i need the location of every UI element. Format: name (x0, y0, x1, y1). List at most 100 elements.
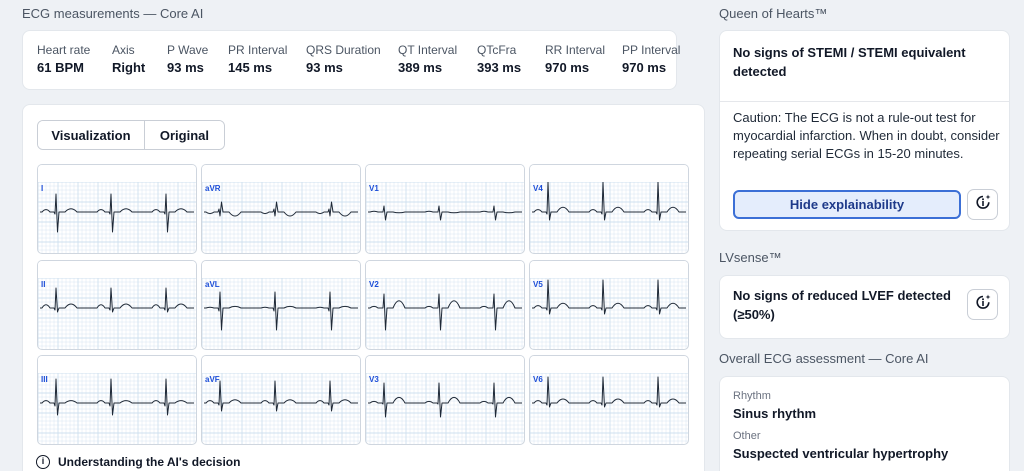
ecg-lead-header (530, 356, 688, 373)
explainability-icon (974, 193, 992, 216)
ecg-waveform-iii (38, 373, 196, 444)
lvsense-result: No signs of reduced LVEF detected (≥50%) (733, 288, 951, 322)
measurement-p-wave: P Wave 93 ms (167, 43, 208, 75)
ecg-lead-iii: III (37, 355, 197, 445)
ecg-lead-header (530, 165, 688, 182)
measurement-pr-interval: PR Interval 145 ms (228, 43, 287, 75)
ecg-waveform-v3 (366, 373, 524, 444)
qoh-divider (720, 101, 1009, 102)
measurement-pp-interval: PP Interval 970 ms (622, 43, 680, 75)
measurements-title: ECG measurements — Core AI (22, 6, 204, 21)
ecg-lead-label: V5 (533, 280, 543, 289)
view-toggle: Visualization Original (37, 120, 225, 150)
overall-title: Overall ECG assessment — Core AI (719, 351, 929, 366)
measurement-value: 970 ms (545, 60, 590, 75)
ecg-lead-label: aVL (205, 280, 220, 289)
ecg-lead-header (366, 356, 524, 373)
measurement-label: Heart rate (37, 43, 91, 57)
ecg-lead-v2: V2 (365, 260, 525, 350)
ecg-lead-header (38, 356, 196, 373)
ecg-waveform-v5 (530, 278, 688, 349)
ecg-lead-label: V6 (533, 375, 543, 384)
ecg-lead-header (202, 261, 360, 278)
ecg-waveform-v1 (366, 182, 524, 253)
measurement-label: Axis (112, 43, 135, 57)
measurement-label: QRS Duration (306, 43, 381, 57)
lvsense-title: LVsense™ (719, 250, 782, 265)
measurement-qtcfra: QTcFra 393 ms (477, 43, 521, 75)
ecg-lead-header (38, 261, 196, 278)
measurement-value: 93 ms (306, 60, 343, 75)
explainability-icon (974, 293, 992, 316)
measurement-label: RR Interval (545, 43, 606, 57)
measurement-label: PP Interval (622, 43, 681, 57)
ecg-lead-v1: V1 (365, 164, 525, 254)
ecg-lead-label: I (41, 184, 44, 193)
ecg-lead-label: V3 (369, 375, 379, 384)
ecg-lead-header (530, 261, 688, 278)
measurement-value: 93 ms (167, 60, 204, 75)
ecg-lead-v3: V3 (365, 355, 525, 445)
rhythm-value: Sinus rhythm (733, 406, 817, 421)
ecg-waveform-avl (202, 278, 360, 349)
measurement-value: 145 ms (228, 60, 273, 75)
measurement-value: 970 ms (622, 60, 667, 75)
ecg-lead-avl: aVL (201, 260, 361, 350)
ecg-lead-label: V1 (369, 184, 379, 193)
measurement-value: 389 ms (398, 60, 443, 75)
measurement-label: QTcFra (477, 43, 517, 57)
ecg-lead-label: V4 (533, 184, 543, 193)
ecg-lead-header (202, 356, 360, 373)
ecg-lead-avf: aVF (201, 355, 361, 445)
overall-card: Rhythm Sinus rhythm Other Suspected vent… (719, 376, 1010, 471)
ecg-lead-v5: V5 (529, 260, 689, 350)
measurement-value: 393 ms (477, 60, 522, 75)
understanding-ai-decision[interactable]: i Understanding the AI's decision (36, 455, 240, 469)
ecg-lead-header (38, 165, 196, 182)
rhythm-label: Rhythm (733, 390, 771, 402)
measurement-axis: Axis Right (112, 43, 145, 75)
tab-original[interactable]: Original (144, 121, 224, 149)
ecg-lead-i: I (37, 164, 197, 254)
ecg-lead-label: III (41, 375, 48, 384)
ecg-waveform-v4 (530, 182, 688, 253)
measurements-card: Heart rate 61 BPM Axis Right P Wave 93 m… (22, 30, 680, 90)
measurement-qt-interval: QT Interval 389 ms (398, 43, 457, 75)
tab-visualization[interactable]: Visualization (38, 121, 145, 149)
understanding-label: Understanding the AI's decision (58, 455, 241, 469)
ecg-lead-v6: V6 (529, 355, 689, 445)
ecg-lead-header (202, 165, 360, 182)
other-value: Suspected ventricular hypertrophy (733, 446, 949, 461)
ecg-waveform-ii (38, 278, 196, 349)
qoh-card: No signs of STEMI / STEMI equivalent det… (719, 30, 1010, 231)
measurement-label: PR Interval (228, 43, 288, 57)
measurement-value: 61 BPM (37, 60, 84, 75)
qoh-result: No signs of STEMI / STEMI equivalent det… (733, 45, 966, 79)
qoh-title: Queen of Hearts™ (719, 6, 828, 21)
ecg-waveform-avf (202, 373, 360, 444)
ecg-lead-label: aVR (205, 184, 221, 193)
measurement-value: Right (112, 60, 146, 75)
measurement-rr-interval: RR Interval 970 ms (545, 43, 605, 75)
ecg-lead-avr: aVR (201, 164, 361, 254)
ecg-lead-v4: V4 (529, 164, 689, 254)
measurement-heart-rate: Heart rate 61 BPM (37, 43, 90, 75)
ecg-waveform-v6 (530, 373, 688, 444)
ecg-lead-label: aVF (205, 375, 220, 384)
qoh-caution: Caution: The ECG is not a rule-out test … (733, 110, 1000, 161)
lvsense-card: No signs of reduced LVEF detected (≥50%) (719, 275, 1010, 339)
qoh-explain-button[interactable] (967, 189, 998, 220)
measurement-label: P Wave (167, 43, 209, 57)
ecg-lead-label: II (41, 280, 46, 289)
ecg-lead-ii: II (37, 260, 197, 350)
other-label: Other (733, 430, 761, 442)
ecg-waveform-avr (202, 182, 360, 253)
measurement-qrs-duration: QRS Duration 93 ms (306, 43, 381, 75)
ecg-lead-header (366, 261, 524, 278)
ecg-lead-label: V2 (369, 280, 379, 289)
ecg-lead-header (366, 165, 524, 182)
info-icon: i (36, 455, 50, 469)
lvsense-explain-button[interactable] (967, 289, 998, 320)
measurement-label: QT Interval (398, 43, 458, 57)
hide-explainability-button[interactable]: Hide explainability (733, 190, 961, 219)
